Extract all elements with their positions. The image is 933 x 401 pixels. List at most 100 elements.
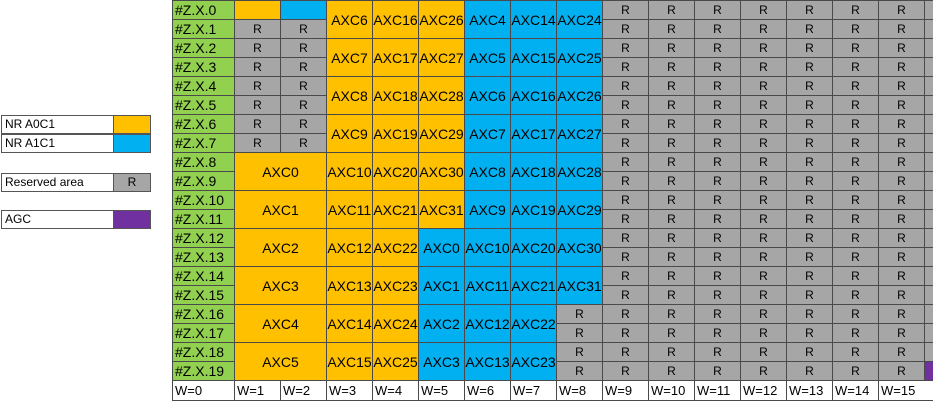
allocation-block: AXC16 [511, 77, 557, 115]
reserved-cell: R [649, 210, 695, 229]
reserved-cell: R [603, 153, 649, 172]
reserved-cell: R [833, 362, 879, 381]
allocation-block: AXC23 [373, 267, 419, 305]
reserved-cell: R [833, 286, 879, 305]
column-label: W=0 [173, 381, 235, 401]
reserved-cell: R [833, 210, 879, 229]
reserved-cell: R [603, 115, 649, 134]
row-label: #Z.X.15 [173, 286, 235, 305]
allocation-block: AXC2 [419, 305, 465, 343]
reserved-cell: R [649, 77, 695, 96]
allocation-block: AXC9 [327, 115, 373, 153]
allocation-block: AXC12 [465, 305, 511, 343]
reserved-cell: R [741, 96, 787, 115]
reserved-cell: R [925, 343, 933, 362]
reserved-cell: R [557, 362, 603, 381]
row-label: #Z.X.12 [173, 229, 235, 248]
reserved-cell: R [833, 58, 879, 77]
reserved-cell: R [695, 96, 741, 115]
reserved-cell: R [649, 229, 695, 248]
allocation-block: AXC20 [373, 153, 419, 191]
allocation-block: AXC30 [557, 229, 603, 267]
reserved-cell: R [649, 286, 695, 305]
reserved-cell: R [235, 115, 281, 134]
allocation-block: AXC20 [511, 229, 557, 267]
reserved-cell: R [879, 58, 925, 77]
allocation-block: AXC19 [373, 115, 419, 153]
reserved-cell: R [741, 134, 787, 153]
allocation-block: AXC0 [235, 153, 327, 191]
reserved-cell: R [879, 191, 925, 210]
reserved-cell: R [833, 134, 879, 153]
reserved-cell: R [925, 153, 933, 172]
column-label: W=10 [649, 381, 695, 401]
allocation-block: AXC31 [557, 267, 603, 305]
reserved-cell: R [741, 267, 787, 286]
reserved-cell: R [833, 343, 879, 362]
reserved-cell: R [603, 77, 649, 96]
reserved-cell: R [235, 58, 281, 77]
reserved-cell: R [833, 248, 879, 267]
legend-label: AGC [1, 210, 116, 229]
reserved-cell: R [925, 286, 933, 305]
allocation-block: AXC18 [511, 153, 557, 191]
reserved-cell: R [603, 324, 649, 343]
reserved-cell: R [833, 305, 879, 324]
allocation-block: AXC17 [373, 39, 419, 77]
reserved-cell: R [649, 20, 695, 39]
reserved-cell: R [833, 191, 879, 210]
reserved-cell: R [695, 324, 741, 343]
reserved-cell: R [787, 248, 833, 267]
reserved-cell: R [695, 115, 741, 134]
reserved-cell: R [787, 134, 833, 153]
reserved-cell: R [879, 115, 925, 134]
reserved-cell: R [603, 305, 649, 324]
reserved-cell: R [925, 39, 933, 58]
reserved-cell: R [603, 248, 649, 267]
reserved-cell: R [695, 172, 741, 191]
reserved-cell: R [787, 58, 833, 77]
legend-label: NR A0C1 [1, 115, 116, 134]
reserved-cell: R [787, 39, 833, 58]
row-label: #Z.X.1 [173, 20, 235, 39]
reserved-cell: R [787, 305, 833, 324]
allocation-block: AXC15 [511, 39, 557, 77]
reserved-cell: R [281, 115, 327, 134]
reserved-cell: R [695, 286, 741, 305]
reserved-cell: R [879, 77, 925, 96]
reserved-cell: R [649, 172, 695, 191]
row-label: #Z.X.11 [173, 210, 235, 229]
reserved-cell: R [833, 77, 879, 96]
row-label: #Z.X.5 [173, 96, 235, 115]
reserved-cell: R [833, 115, 879, 134]
reserved-cell: R [281, 20, 327, 39]
allocation-block: AXC23 [511, 343, 557, 381]
reserved-cell: R [741, 58, 787, 77]
allocation-block: AXC28 [557, 153, 603, 191]
row-label: #Z.X.18 [173, 343, 235, 362]
reserved-cell: R [603, 134, 649, 153]
column-label: W=8 [557, 381, 603, 401]
reserved-cell: R [741, 362, 787, 381]
reserved-cell: R [741, 248, 787, 267]
reserved-cell: R [281, 96, 327, 115]
reserved-cell: R [741, 343, 787, 362]
reserved-cell: R [741, 191, 787, 210]
allocation-block: AXC16 [373, 1, 419, 39]
row-label: #Z.X.19 [173, 362, 235, 381]
reserved-cell: R [787, 267, 833, 286]
reserved-cell: R [695, 362, 741, 381]
column-label: W=13 [787, 381, 833, 401]
row-label: #Z.X.14 [173, 267, 235, 286]
reserved-cell: R [695, 267, 741, 286]
allocation-block: AXC6 [465, 77, 511, 115]
allocation-block: AXC5 [465, 39, 511, 77]
reserved-cell: R [879, 362, 925, 381]
reserved-cell: R [603, 172, 649, 191]
allocation-block: AXC4 [235, 305, 327, 343]
allocation-block: AXC25 [373, 343, 419, 381]
allocation-block: AXC25 [557, 39, 603, 77]
reserved-cell: R [879, 1, 925, 20]
reserved-cell: R [649, 58, 695, 77]
column-label: W=4 [373, 381, 419, 401]
